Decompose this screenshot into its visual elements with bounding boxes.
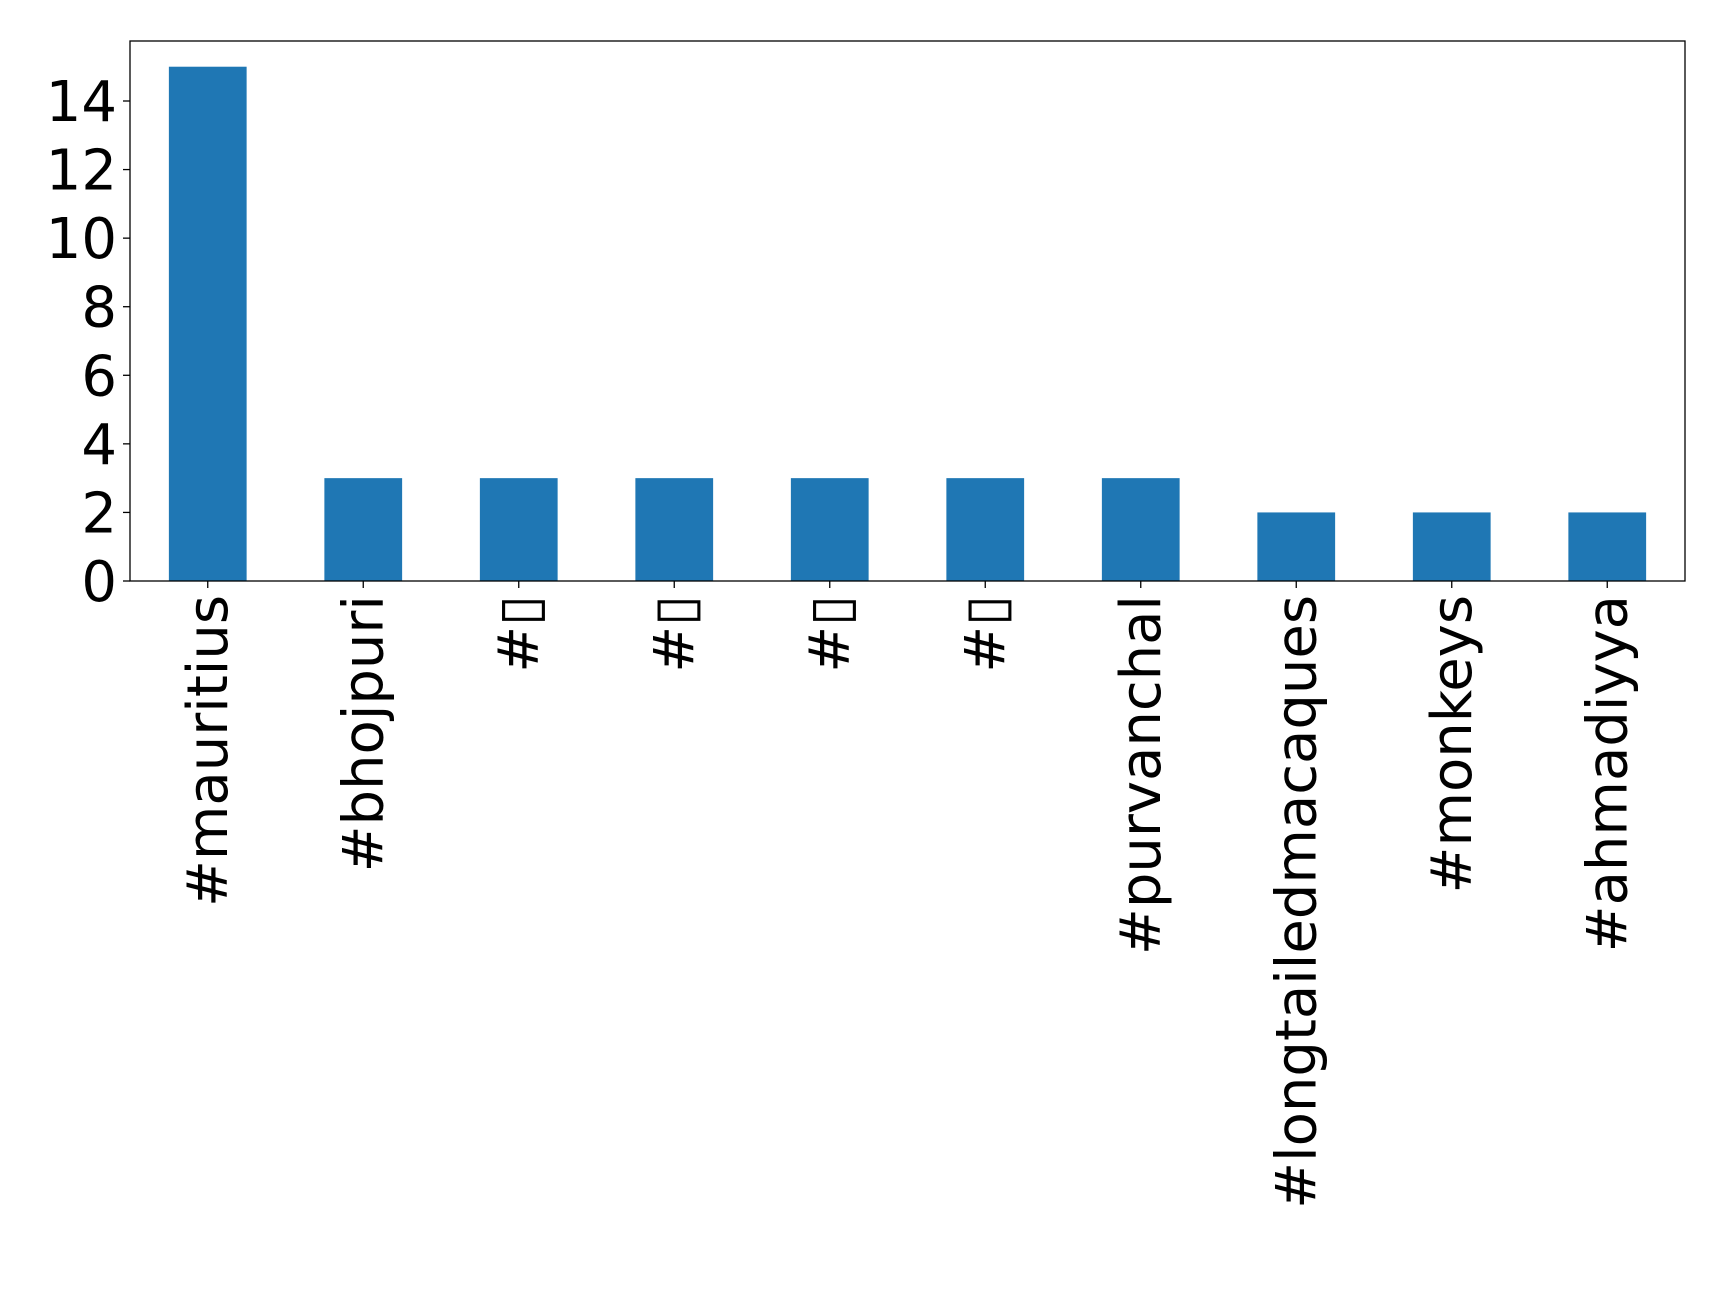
bar (1412, 512, 1491, 581)
x-tick-label: #bhojpuri (331, 595, 396, 872)
y-tick-label: 4 (81, 413, 117, 478)
x-tick-label: #monkeys (1420, 595, 1485, 893)
bar (1257, 512, 1336, 581)
x-tick-label: #▯ (487, 595, 552, 673)
plot-frame (129, 40, 1686, 582)
x-tick-label: #▯ (953, 595, 1018, 673)
y-tick-label: 0 (81, 550, 117, 615)
bar (168, 66, 247, 581)
x-tick-label: #ahmadiyya (1575, 595, 1640, 952)
x-tick-label: #mauritius (176, 595, 241, 907)
x-axis: #mauritius #bhojpuri #▯ #▯ #▯ #▯ #purvanchal #l… (176, 581, 1640, 1209)
x-tick-label: #purvanchal (1109, 595, 1174, 955)
y-tick-label: 6 (81, 344, 117, 409)
bar (946, 478, 1025, 581)
bar (790, 478, 869, 581)
y-tick-label: 14 (46, 70, 117, 135)
y-tick-label: 12 (46, 139, 117, 204)
bars-group (168, 66, 1647, 581)
bar (635, 478, 714, 581)
y-tick-label: 10 (46, 207, 117, 272)
x-tick-label: #▯ (798, 595, 863, 673)
bar (479, 478, 558, 581)
y-tick-label: 8 (81, 276, 117, 341)
bar (1568, 512, 1647, 581)
x-tick-label: #▯ (642, 595, 707, 673)
x-tick-label: #longtailedmacaques (1264, 595, 1329, 1209)
bar (1101, 478, 1180, 581)
y-tick-label: 2 (81, 481, 117, 546)
bar (324, 478, 403, 581)
